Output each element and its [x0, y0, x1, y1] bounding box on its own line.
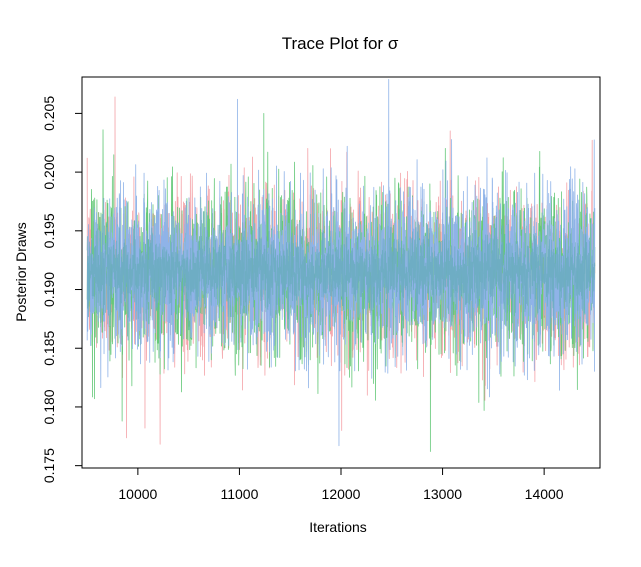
y-tick-label: 0.185	[41, 331, 57, 366]
y-tick-label: 0.175	[41, 448, 57, 483]
series-overlap	[86, 216, 596, 346]
x-tick-label: 12000	[322, 486, 361, 502]
x-tick-label: 11000	[220, 486, 258, 502]
y-axis-label: Posterior Draws	[13, 222, 29, 322]
y-tick-label: 0.200	[41, 154, 57, 189]
x-tick-label: 14000	[525, 486, 564, 502]
x-axis-label: Iterations	[309, 519, 367, 535]
y-tick-label: 0.190	[41, 272, 57, 307]
y-tick-label: 0.180	[41, 389, 57, 424]
y-tick-label: 0.195	[41, 213, 57, 248]
x-tick-label: 13000	[423, 486, 462, 502]
series-layer	[86, 78, 596, 452]
x-axis: 10000 11000 12000 13000 14000	[118, 467, 564, 502]
y-tick-label: 0.205	[41, 96, 57, 131]
y-axis: 0.175 0.180 0.185 0.190 0.195 0.200 0.205	[41, 96, 83, 483]
chart-title: Trace Plot for σ	[282, 34, 399, 53]
x-tick-label: 10000	[118, 486, 157, 502]
